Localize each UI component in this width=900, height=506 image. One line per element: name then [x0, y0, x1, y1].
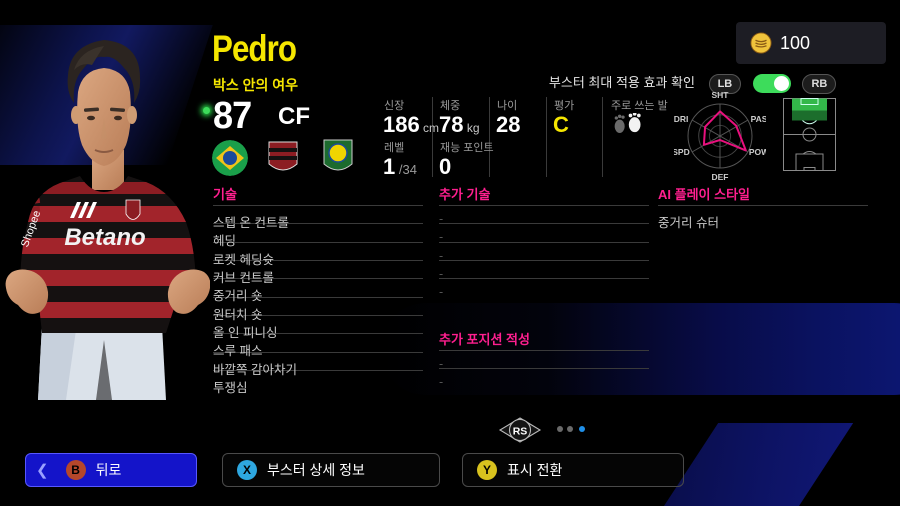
- svg-text:POW: POW: [749, 147, 766, 157]
- svg-text:Betano: Betano: [64, 224, 145, 251]
- svg-text:DEF: DEF: [712, 172, 729, 182]
- svg-text:RS: RS: [513, 426, 528, 438]
- svg-text:PAS: PAS: [751, 114, 766, 124]
- svg-text:SPD: SPD: [674, 147, 690, 157]
- svg-text:DRI: DRI: [674, 114, 688, 124]
- svg-text:SHT: SHT: [712, 90, 730, 100]
